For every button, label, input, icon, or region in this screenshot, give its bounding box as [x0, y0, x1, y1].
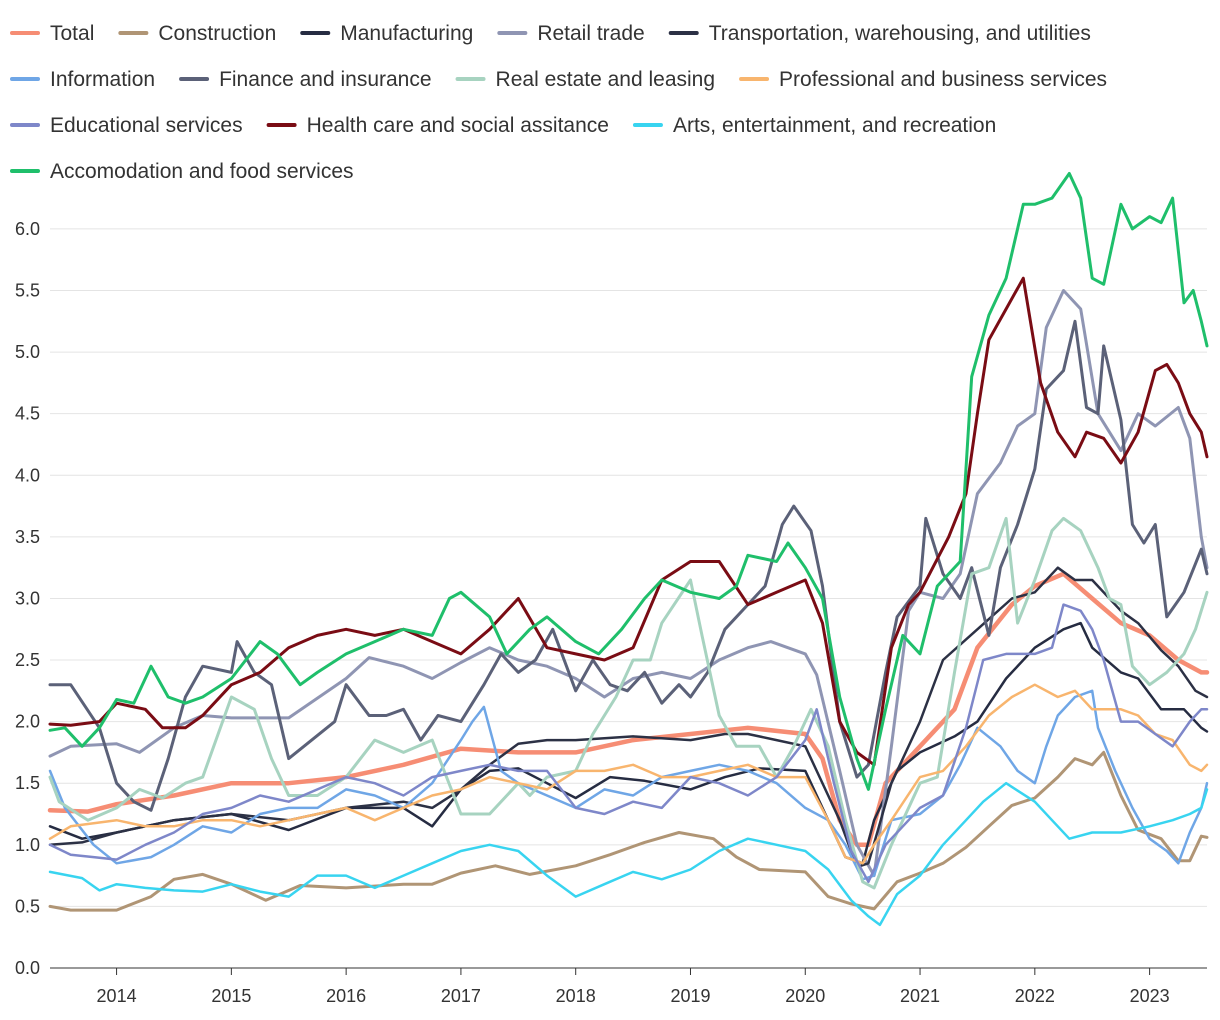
x-tick-label: 2022: [1015, 986, 1055, 1006]
series-line-1: [48, 750, 1209, 912]
y-tick-label: 2.5: [15, 650, 40, 670]
legend-item: Retail trade: [497, 22, 645, 45]
series-line-2: [48, 621, 1209, 865]
x-tick-label: 2018: [556, 986, 596, 1006]
legend-item: Manufacturing: [300, 22, 473, 45]
legend-label: Professional and business services: [779, 68, 1107, 91]
series-line-6: [48, 319, 1209, 812]
legend-item: Arts, entertainment, and recreation: [632, 114, 996, 137]
y-tick-label: 5.0: [15, 342, 40, 362]
series-line-10: [48, 276, 1209, 767]
y-tick-label: 1.5: [15, 773, 40, 793]
legend-item: Information: [10, 68, 155, 91]
x-tick-label: 2016: [326, 986, 366, 1006]
legend-label: Finance and insurance: [219, 68, 431, 91]
y-tick-label: 0.0: [15, 958, 40, 978]
series-line-8: [48, 683, 1209, 865]
legend-label: Health care and social assitance: [307, 114, 609, 137]
series-line-3: [48, 289, 1209, 878]
legend-item: Total: [10, 22, 94, 45]
x-tick-label: 2021: [900, 986, 940, 1006]
x-tick-label: 2020: [785, 986, 825, 1006]
series-line-12: [48, 172, 1209, 791]
legend-item: Accomodation and food services: [10, 160, 354, 183]
y-tick-label: 5.5: [15, 281, 40, 301]
legend-label: Accomodation and food services: [50, 160, 354, 183]
legend-item: Construction: [118, 22, 276, 45]
legend-item: Finance and insurance: [179, 68, 432, 91]
y-tick-label: 0.5: [15, 896, 40, 916]
x-tick-label: 2017: [441, 986, 481, 1006]
series-line-5: [48, 689, 1209, 881]
series-line-11: [48, 781, 1209, 927]
legend-label: Retail trade: [537, 22, 644, 45]
legend-label: Arts, entertainment, and recreation: [673, 114, 996, 137]
y-axis-ticks: 0.0 0.5 1.0 1.5 2.0 2.5 3.0 3.5 4.0 4.5 5.0 5.5 6.0: [15, 219, 40, 978]
y-tick-label: 1.0: [15, 835, 40, 855]
x-axis: 2014 2015 2016 2017 2018 2019 2020 2021 2022 2023: [50, 967, 1207, 1006]
legend-label: Real estate and leasing: [496, 68, 716, 91]
x-tick-label: 2015: [211, 986, 251, 1006]
y-tick-label: 3.5: [15, 527, 40, 547]
y-tick-label: 3.0: [15, 588, 40, 608]
legend-label: Manufacturing: [340, 22, 473, 45]
series-line-0: [47, 571, 1210, 848]
legend-label: Construction: [158, 22, 276, 45]
series-lines: [47, 172, 1210, 927]
grid: [50, 228, 1207, 907]
series-line-4: [48, 566, 1209, 869]
series-line-7: [48, 516, 1209, 890]
y-tick-label: 4.0: [15, 465, 40, 485]
y-tick-label: 4.5: [15, 404, 40, 424]
series-line-9: [48, 603, 1209, 884]
y-tick-label: 6.0: [15, 219, 40, 239]
legend-item: Real estate and leasing: [455, 68, 716, 91]
legend-item: Professional and business services: [739, 68, 1107, 91]
legend-item: Educational services: [10, 114, 243, 137]
legend-label: Total: [50, 22, 94, 45]
legend-label: Educational services: [50, 114, 243, 137]
legend: Total Construction Manufacturing Retail tra…: [10, 22, 1107, 183]
legend-label: Information: [50, 68, 155, 91]
x-tick-label: 2019: [670, 986, 710, 1006]
legend-label: Transportation, warehousing, and utiliti…: [709, 22, 1091, 45]
legend-item: Health care and social assitance: [266, 114, 609, 137]
x-tick-label: 2014: [97, 986, 137, 1006]
y-tick-label: 2.0: [15, 712, 40, 732]
legend-item: Transportation, warehousing, and utiliti…: [668, 22, 1091, 45]
x-tick-label: 2023: [1130, 986, 1170, 1006]
